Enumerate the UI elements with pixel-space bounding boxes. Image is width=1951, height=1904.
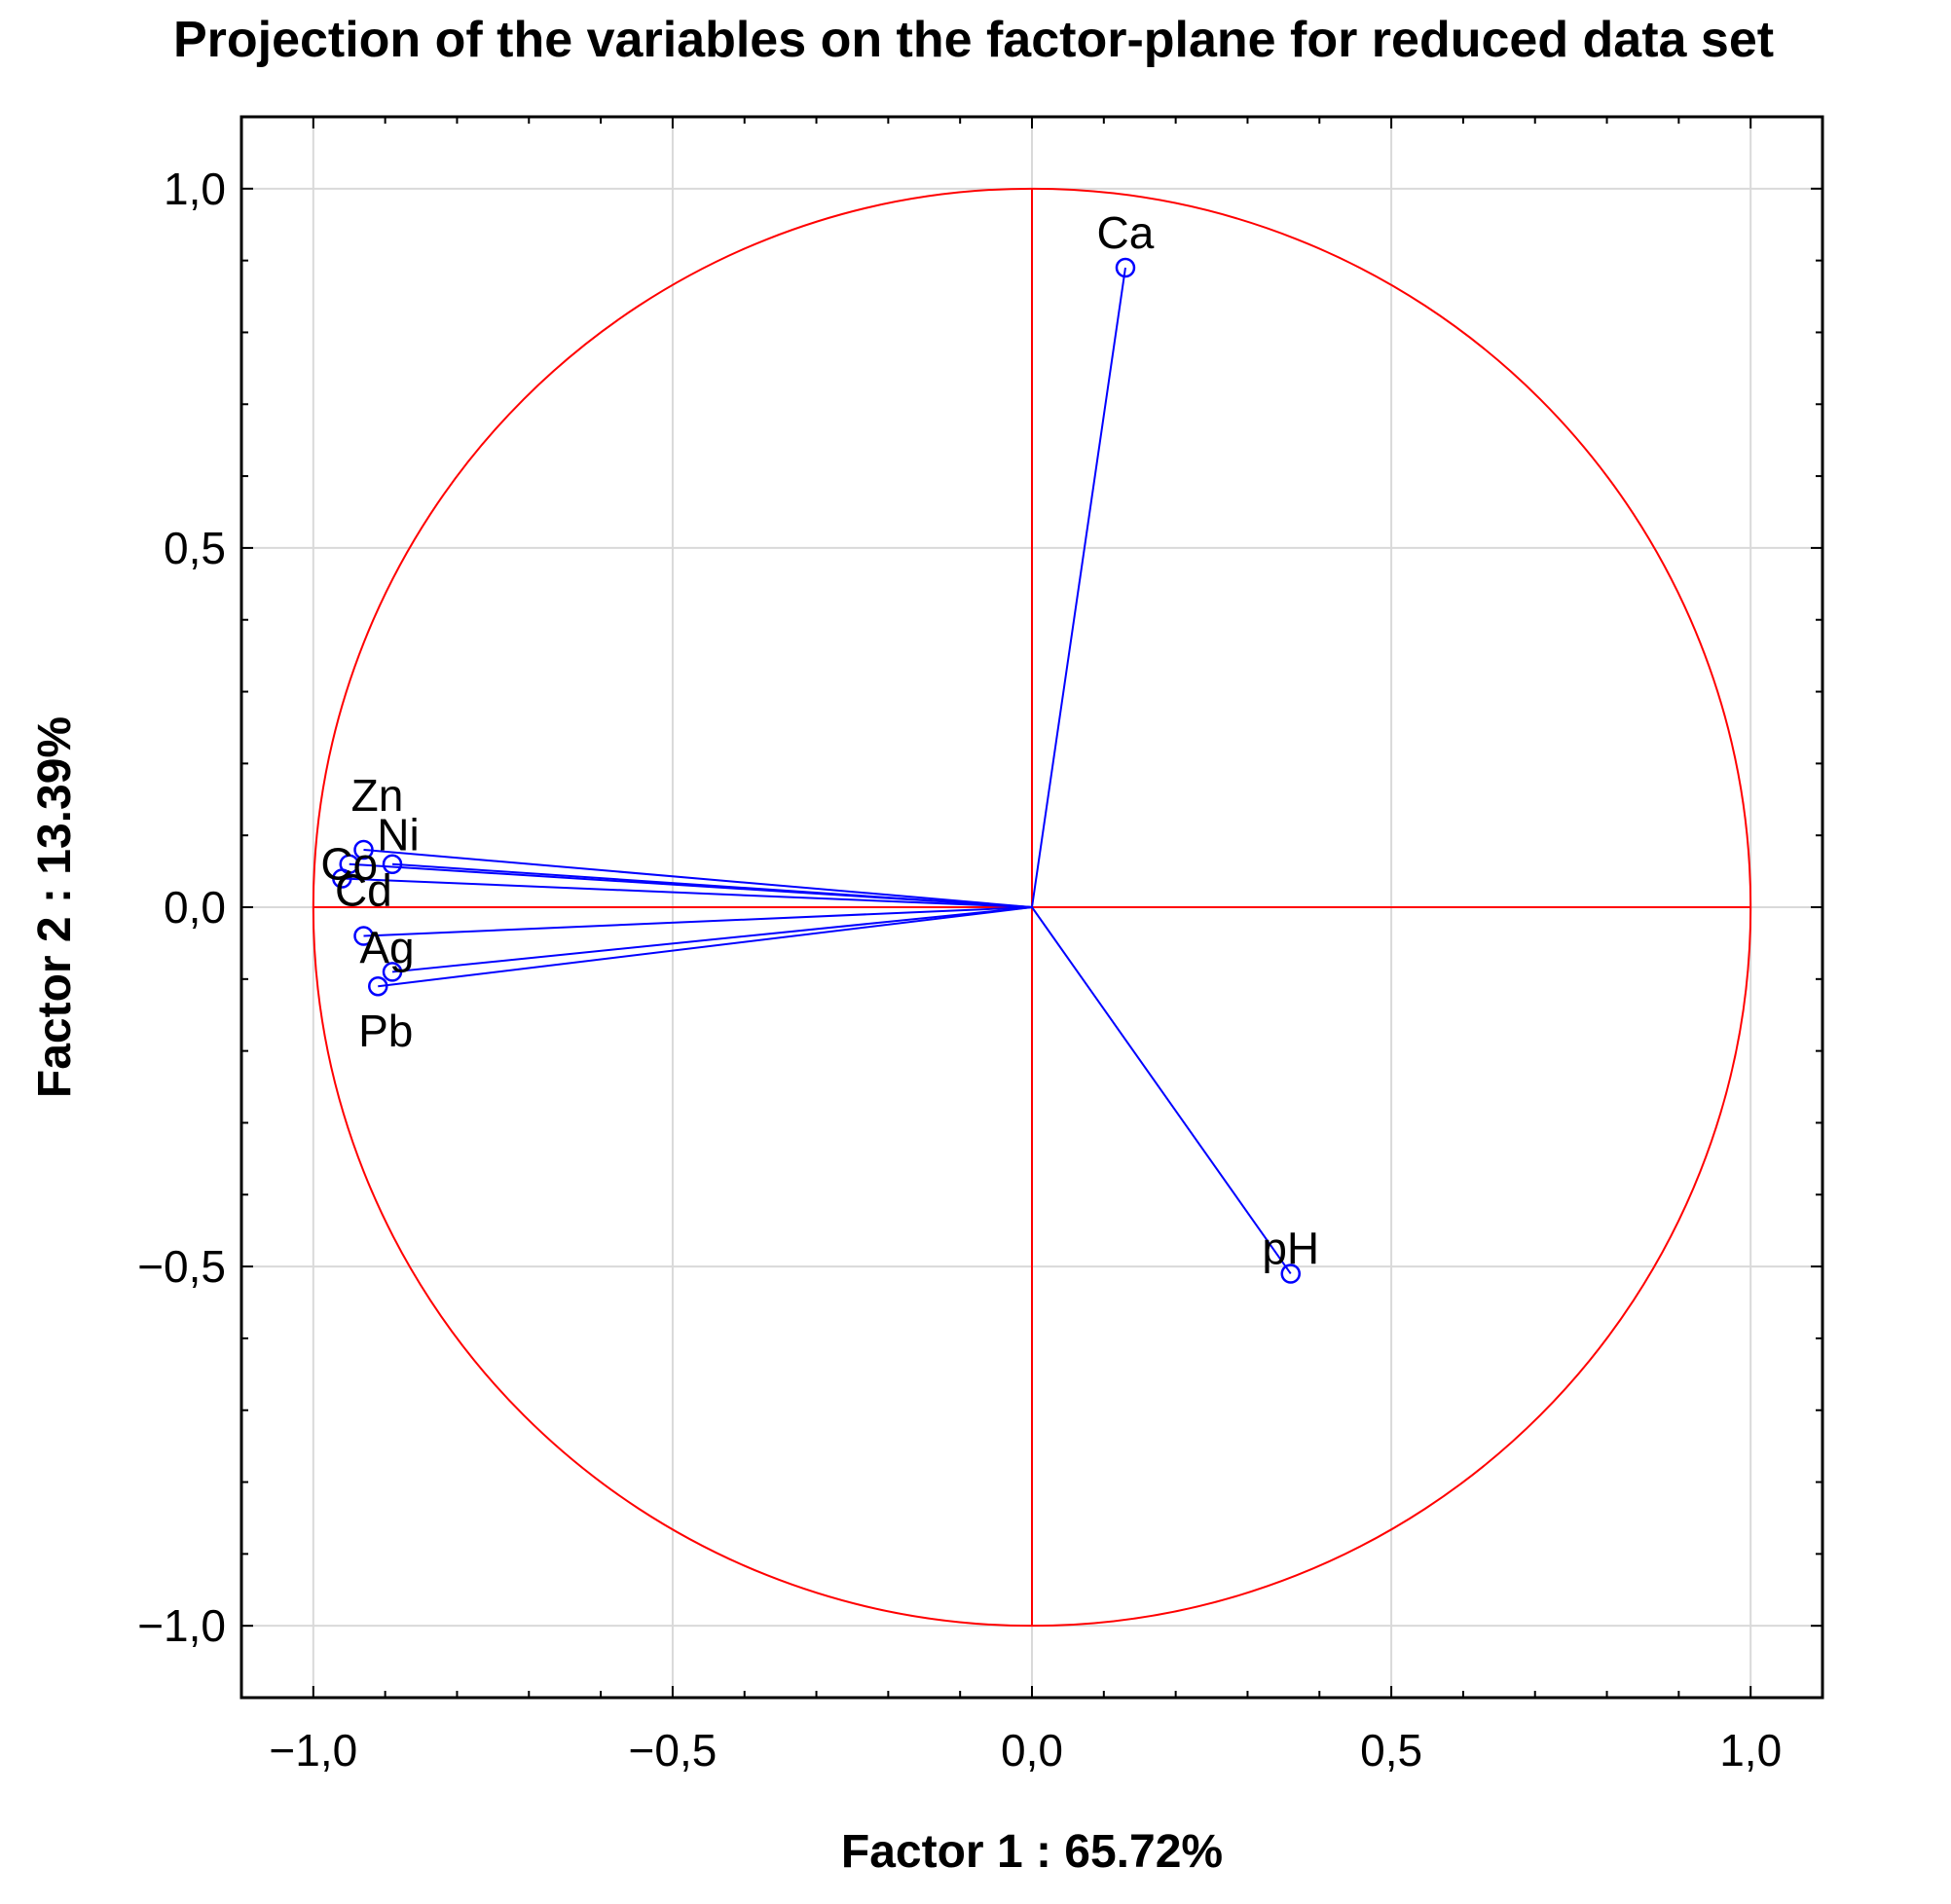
loading-vectors xyxy=(332,257,1301,1284)
point-pb xyxy=(368,975,388,997)
vector-ph xyxy=(1031,906,1292,1275)
y-tick-label: 0,5 xyxy=(164,523,226,573)
x-tick-labels: −1,0 −0,5 0,0 0,5 1,0 xyxy=(269,1725,1782,1776)
point-ca xyxy=(1115,257,1136,278)
chart-title: Projection of the variables on the facto… xyxy=(173,12,1774,68)
x-axis-label: Factor 1 : 65.72% xyxy=(841,1826,1223,1878)
x-tick-label: 0,5 xyxy=(1360,1725,1422,1776)
point-zn xyxy=(353,839,374,860)
x-tick-label: −0,5 xyxy=(629,1725,718,1776)
plot-frame xyxy=(239,115,1824,1700)
point-pb2 xyxy=(382,962,403,982)
y-tick-label: −1,0 xyxy=(137,1600,226,1651)
vector-pb xyxy=(378,906,1033,988)
label-pb: Pb xyxy=(358,1006,413,1056)
y-tick-label: 1,0 xyxy=(164,164,226,214)
point-cd xyxy=(332,868,352,889)
vector-cd xyxy=(342,877,1033,908)
vector-pb2 xyxy=(391,906,1033,973)
vector-ag xyxy=(363,906,1033,937)
label-ph: pH xyxy=(1262,1223,1319,1273)
x-tick-label: −1,0 xyxy=(269,1725,357,1776)
label-ni: Ni xyxy=(377,810,419,860)
vector-ca xyxy=(1031,267,1126,908)
vector-co xyxy=(349,862,1033,908)
label-cd: Cd xyxy=(335,864,392,915)
y-tick-label: 0,0 xyxy=(164,882,226,933)
label-ag: Ag xyxy=(359,923,414,973)
label-co: Co xyxy=(320,839,378,890)
x-tick-label: 0,0 xyxy=(1001,1725,1063,1776)
y-tick-label: −0,5 xyxy=(137,1241,226,1292)
x-tick-label: 1,0 xyxy=(1719,1725,1782,1776)
label-zn: Zn xyxy=(351,770,404,821)
point-ni xyxy=(382,854,403,874)
vector-zn xyxy=(363,848,1033,908)
y-tick-labels: −1,0 −0,5 0,0 0,5 1,0 xyxy=(137,164,226,1651)
y-axis-label: Factor 2 : 13.39% xyxy=(29,716,81,1098)
point-ph xyxy=(1280,1263,1301,1284)
point-ag xyxy=(353,926,374,946)
label-ca: Ca xyxy=(1097,207,1155,258)
